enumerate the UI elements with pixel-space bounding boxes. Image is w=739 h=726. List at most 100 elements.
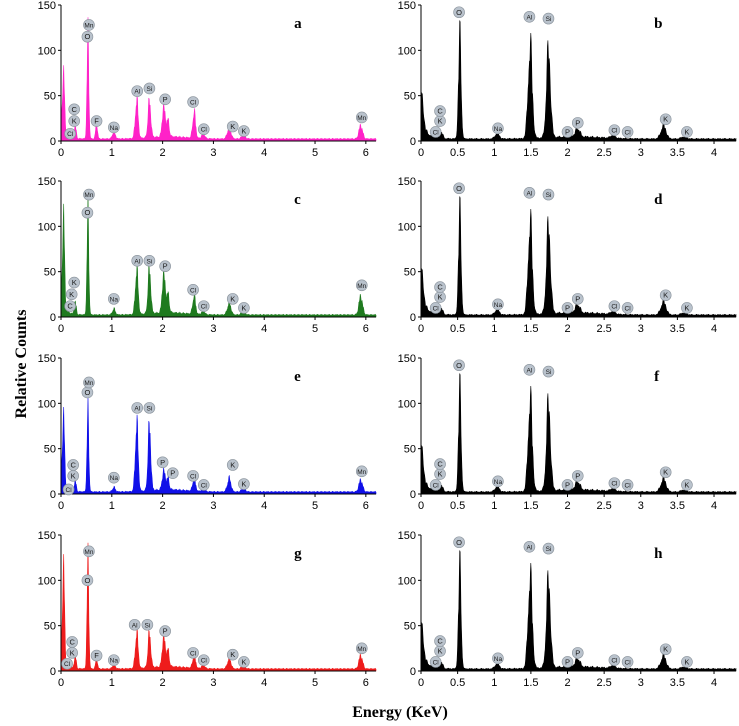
peak-label-na: Na [494, 302, 503, 309]
x-tick-label: 1.5 [523, 147, 538, 159]
peak-label-bg [523, 363, 536, 376]
peak-label-k: K [684, 657, 689, 666]
peak-label-cl: Cl [190, 650, 197, 657]
peak-label-o: O [456, 361, 462, 370]
x-tick-label: 5 [312, 323, 318, 335]
peak-label-cl: Cl [201, 658, 208, 665]
x-tick-label: 5 [312, 147, 318, 159]
panel-letter: a [294, 16, 302, 32]
peak-label-cl: Cl [433, 305, 440, 312]
peak-label-bg [187, 96, 199, 108]
peak-label-k: K [663, 291, 668, 300]
y-tick-label: 50 [404, 621, 416, 633]
peak-label-al: Al [527, 190, 533, 197]
peak-label-bg [659, 289, 672, 302]
x-tick-label: 0 [418, 147, 424, 159]
peak-label-cl: Cl [67, 131, 74, 138]
peak-label-si: Si [546, 369, 552, 376]
peak-label-bg [621, 479, 634, 491]
peak-label-bg [561, 656, 574, 668]
peak-label-bg [83, 19, 95, 31]
x-tick-label: 3 [210, 500, 216, 512]
y-tick-label: 150 [38, 353, 56, 365]
peak-label-bg [355, 111, 368, 124]
y-tick-label: 150 [398, 176, 416, 188]
peak-label-p: P [575, 648, 580, 657]
x-tick-label: 1.5 [523, 323, 538, 335]
peak-label-k: K [72, 117, 77, 126]
peak-label-bg [621, 656, 634, 668]
peak-label-k: K [241, 127, 246, 136]
peak-label-c: C [70, 460, 76, 469]
peak-label-bg [561, 479, 574, 491]
x-tick-label: 0 [58, 147, 64, 159]
peak-label-bg [226, 293, 239, 305]
peak-label-bg [108, 293, 120, 305]
peak-label-cl: Cl [611, 128, 618, 135]
peak-label-al: Al [527, 14, 533, 21]
x-tick-label: 5 [312, 677, 318, 689]
peak-label-k: K [438, 470, 443, 479]
peak-label-bg [61, 657, 73, 670]
x-tick-label: 3.5 [670, 323, 685, 335]
x-tick-label: 1 [109, 323, 115, 335]
peak-label-mn: Mn [84, 380, 93, 387]
peak-label-si: Si [147, 258, 153, 265]
peak-label-bg [108, 471, 120, 484]
x-tick-label: 0.5 [450, 147, 465, 159]
peak-label-bg [159, 93, 171, 106]
peak-label-bg [681, 126, 693, 138]
peak-label-bg [608, 300, 621, 312]
peak-label-k: K [72, 278, 77, 287]
peak-label-al: Al [527, 544, 533, 551]
y-tick-label: 50 [404, 444, 416, 456]
y-tick-label: 150 [398, 0, 416, 12]
peak-label-bg [542, 12, 555, 25]
peak-label-al: Al [134, 89, 140, 96]
peak-label-mn: Mn [84, 549, 93, 556]
x-tick-label: 2 [160, 147, 166, 159]
peak-label-bg [197, 123, 210, 136]
peak-label-p: P [575, 118, 580, 127]
peak-label-bg [159, 625, 171, 637]
peak-label-bg [571, 647, 584, 659]
peak-label-c: C [69, 637, 75, 646]
y-tick-label: 150 [398, 530, 416, 542]
panel-letter: h [654, 546, 663, 562]
peak-label-si: Si [546, 16, 552, 23]
x-tick-label: 3.5 [670, 677, 685, 689]
peak-label-bg [523, 10, 536, 23]
y-tick-label: 0 [50, 312, 56, 324]
y-tick-label: 0 [50, 666, 56, 678]
peak-label-cl: Cl [625, 305, 632, 312]
x-tick-label: 4 [261, 147, 267, 159]
peak-label-bg [131, 402, 144, 414]
x-tick-label: 4 [261, 677, 267, 689]
x-tick-label: 0 [418, 323, 424, 335]
peak-label-cl: Cl [201, 304, 208, 311]
peak-label-bg [108, 654, 120, 666]
peak-label-cl: Cl [611, 481, 618, 488]
peak-label-bg [429, 479, 442, 491]
panel-letter: g [294, 546, 302, 562]
peak-label-bg [659, 643, 672, 656]
peak-label-bg [355, 465, 368, 478]
peak-label-mn: Mn [357, 469, 366, 476]
x-tick-label: 2 [160, 323, 166, 335]
peak-label-cl: Cl [64, 661, 71, 668]
peak-label-bg [434, 458, 446, 470]
peak-label-k: K [438, 117, 443, 126]
x-tick-label: 2 [160, 677, 166, 689]
x-tick-label: 3 [210, 323, 216, 335]
peak-label-bg [571, 293, 584, 305]
panel-letter: e [294, 369, 301, 385]
x-tick-label: 2.5 [596, 147, 611, 159]
x-tick-label: 2 [564, 500, 570, 512]
peak-label-bg [355, 642, 368, 655]
peak-label-na: Na [494, 656, 503, 663]
peak-label-bg [67, 459, 79, 471]
peak-label-bg [156, 456, 169, 469]
peak-label-bg [608, 477, 621, 489]
peak-label-k: K [684, 127, 689, 136]
